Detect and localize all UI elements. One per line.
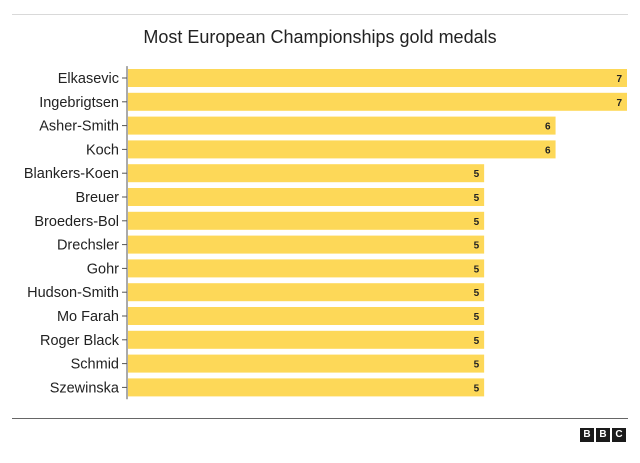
y-tick-label: Hudson-Smith <box>27 285 119 301</box>
data-label: 5 <box>474 312 480 323</box>
y-tick-label: Broeders-Bol <box>34 214 119 230</box>
y-tick-label: Schmid <box>71 357 119 373</box>
data-label: 5 <box>474 336 480 347</box>
data-label: 7 <box>616 74 622 85</box>
data-label: 5 <box>474 360 480 371</box>
chart-title: Most European Championships gold medals <box>143 27 497 47</box>
data-label: 5 <box>474 241 480 252</box>
y-tick-label: Ingebrigtsen <box>39 95 119 111</box>
y-tick-label: Roger Black <box>40 333 120 349</box>
y-tick-label: Drechsler <box>57 238 119 254</box>
bar <box>128 164 485 183</box>
bar <box>128 307 485 325</box>
y-tick-label: Blankers-Koen <box>24 166 119 182</box>
y-tick-label: Szewinska <box>50 380 120 396</box>
y-tick-label: Asher-Smith <box>39 119 119 135</box>
bar <box>128 188 485 206</box>
bar <box>128 235 485 254</box>
bbc-logo: B B C <box>580 428 626 442</box>
bar <box>128 116 556 135</box>
bottom-rule <box>12 418 628 419</box>
bar <box>128 283 485 302</box>
data-label: 5 <box>474 264 480 275</box>
data-label: 5 <box>474 169 480 180</box>
bar <box>128 69 627 87</box>
bar <box>128 92 627 111</box>
bar <box>128 330 485 349</box>
bar <box>128 259 485 278</box>
y-tick-label: Breuer <box>75 190 119 206</box>
data-label: 5 <box>474 288 480 299</box>
logo-letter: B <box>596 428 610 442</box>
y-tick-label: Elkasevic <box>58 71 119 87</box>
bar <box>128 211 485 230</box>
data-label: 5 <box>474 193 480 204</box>
bar <box>128 378 485 397</box>
y-tick-label: Mo Farah <box>57 309 119 325</box>
logo-letter: C <box>612 428 626 442</box>
y-tick-label: Koch <box>86 142 119 158</box>
bar <box>128 140 556 159</box>
data-label: 5 <box>474 383 480 394</box>
data-label: 5 <box>474 217 480 228</box>
logo-letter: B <box>580 428 594 442</box>
top-rule <box>12 14 628 15</box>
data-label: 6 <box>545 122 551 133</box>
bar <box>128 354 485 373</box>
y-tick-label: Gohr <box>87 261 119 277</box>
data-label: 6 <box>545 145 551 156</box>
data-label: 7 <box>616 98 622 109</box>
